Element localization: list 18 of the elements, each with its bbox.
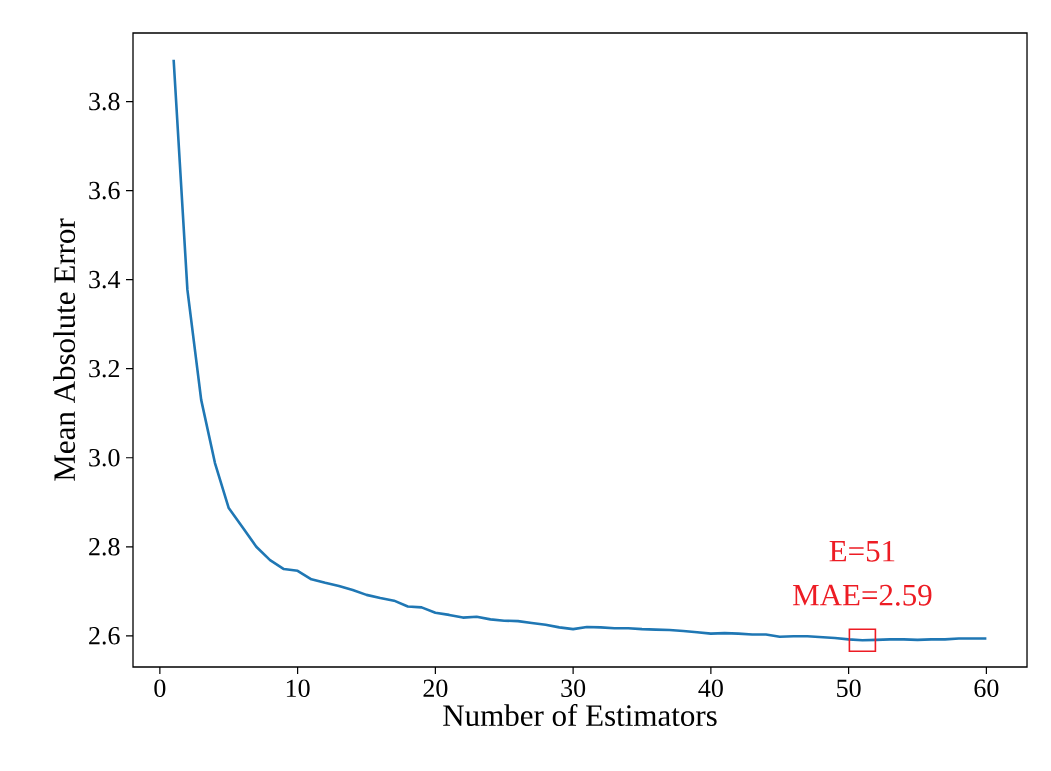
x-tick-label: 60: [974, 679, 999, 698]
y-axis-title: Mean Absolute Error: [53, 218, 76, 481]
x-tick-label: 50: [837, 679, 861, 698]
x-tick-label: 40: [698, 679, 723, 698]
y-tick-label: 3.0: [89, 448, 120, 467]
annotation: E=51: [829, 540, 895, 562]
y-tick-label: 3.6: [89, 181, 120, 200]
annotation: MAE=2.59: [792, 584, 932, 606]
y-tick-label: 3.4: [89, 270, 121, 289]
y-tick-label: 3.2: [89, 359, 120, 378]
x-tick-label: 20: [423, 679, 448, 698]
x-tick-label: 0: [154, 679, 166, 698]
y-tick-label: 3.8: [89, 92, 120, 111]
y-tick-label: 2.8: [89, 537, 120, 556]
x-axis-title: Number of Estimators: [443, 703, 717, 727]
x-tick-label: 10: [286, 679, 310, 698]
y-tick-label: 2.6: [89, 627, 120, 645]
x-tick-label: 30: [561, 679, 586, 698]
